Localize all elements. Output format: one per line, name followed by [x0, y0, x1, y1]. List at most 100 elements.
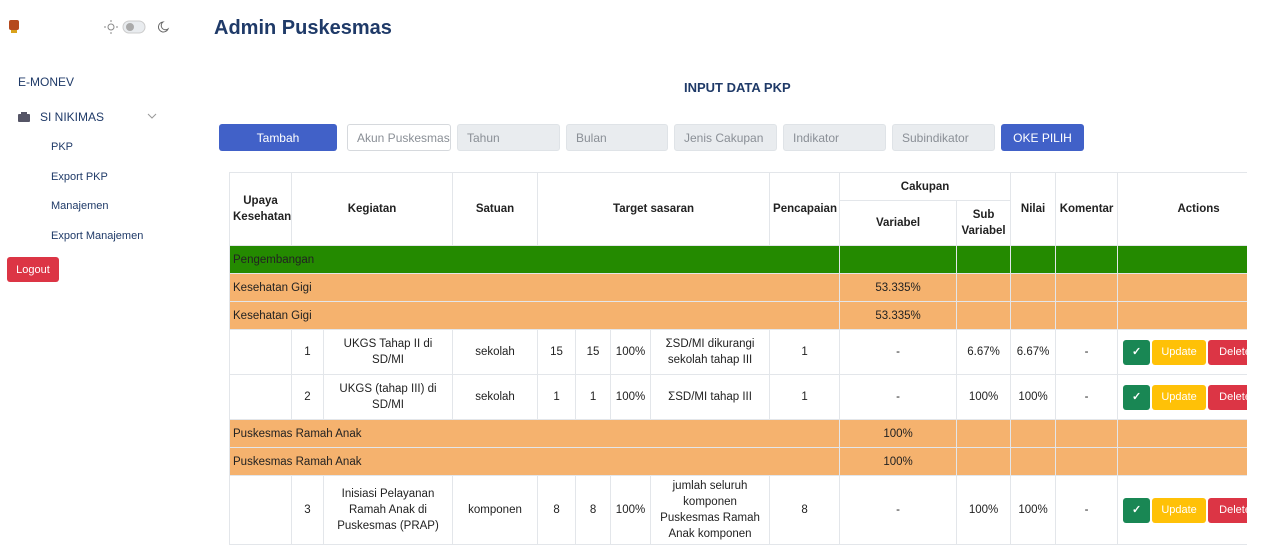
- header-cell: Target sasaran: [537, 172, 771, 246]
- cell-variabel: -: [839, 475, 958, 545]
- header-cell: Actions: [1117, 172, 1247, 246]
- cell-target-0: 15: [537, 329, 577, 375]
- group-value: 100%: [839, 419, 958, 448]
- empty-cell: [956, 245, 1012, 274]
- group-row: Puskesmas Ramah Anak 100%: [229, 447, 1247, 476]
- empty-cell: [1117, 273, 1247, 302]
- header-cell: Variabel: [839, 200, 958, 246]
- cell-kegiatan: UKGS (tahap III) di SD/MI: [322, 374, 454, 420]
- logout-button[interactable]: Logout: [7, 257, 59, 282]
- empty-cell: [956, 301, 1012, 330]
- update-button[interactable]: Update: [1152, 384, 1207, 410]
- empty-cell: [229, 475, 292, 545]
- filter-input[interactable]: Subindikator: [892, 124, 995, 151]
- header-cell: Komentar: [1055, 172, 1119, 246]
- cell-komentar: -: [1055, 329, 1119, 375]
- brand: E-MONEV: [18, 75, 75, 89]
- filter-input[interactable]: Indikator: [783, 124, 886, 151]
- filter-input[interactable]: Jenis Cakupan: [674, 124, 777, 151]
- cell-kegiatan: Inisiasi Pelayanan Ramah Anak di Puskesm…: [322, 475, 454, 545]
- group-row: Puskesmas Ramah Anak 100%: [229, 419, 1247, 448]
- menu-item[interactable]: PKP: [51, 141, 74, 153]
- empty-cell: [1010, 419, 1057, 448]
- cell-variabel: -: [839, 329, 958, 375]
- empty-cell: [1010, 273, 1057, 302]
- filter-input[interactable]: Akun Puskesmas: [347, 124, 451, 151]
- menu-item[interactable]: Export PKP: [51, 171, 108, 183]
- filter-input[interactable]: Bulan: [566, 124, 668, 151]
- header-cell: Satuan: [452, 172, 539, 246]
- menu-item[interactable]: Manajemen: [51, 200, 109, 212]
- menu-toggle[interactable]: SI NIKIMAS: [40, 110, 105, 124]
- empty-cell: [229, 374, 292, 420]
- actions-cell: ✓UpdateDelete: [1117, 374, 1247, 420]
- cell-nilai: 100%: [1010, 475, 1057, 545]
- empty-cell: [1010, 245, 1057, 274]
- group-value: 100%: [839, 447, 958, 476]
- empty-cell: [956, 273, 1012, 302]
- cell-target-1: 8: [575, 475, 612, 545]
- empty-cell: [1117, 419, 1247, 448]
- cell-variabel: -: [839, 374, 958, 420]
- confirm-button[interactable]: ✓: [1123, 497, 1151, 523]
- empty-cell: [1010, 301, 1057, 330]
- group-row: Pengembangan: [229, 245, 1247, 274]
- filter-input[interactable]: Tahun: [457, 124, 560, 151]
- cell-pencapaian: 1: [769, 329, 841, 375]
- chevron: [147, 113, 157, 119]
- submit-button[interactable]: OKE PILIH: [1001, 124, 1084, 151]
- header-cell: Sub Variabel: [956, 200, 1012, 246]
- item-row: 2 UKGS (tahap III) di SD/MI sekolah 1 1 100% Σ…: [229, 374, 1247, 420]
- item-row: 3 Inisiasi Pelayanan Ramah Anak di Puskes…: [229, 475, 1247, 545]
- cell-no: 2: [291, 374, 324, 420]
- empty-cell: [1055, 301, 1119, 330]
- cell-kegiatan: UKGS Tahap II di SD/MI: [322, 329, 454, 375]
- group-value: 53.335%: [839, 301, 958, 330]
- confirm-button[interactable]: ✓: [1123, 339, 1151, 365]
- logo: [9, 20, 19, 33]
- actions-cell: ✓UpdateDelete: [1117, 329, 1247, 375]
- empty-cell: [1117, 447, 1247, 476]
- cell-target-1: 1: [575, 374, 612, 420]
- cell-no: 3: [291, 475, 324, 545]
- cell-no: 1: [291, 329, 324, 375]
- menu-icon: [18, 112, 30, 122]
- header-cell: Cakupan: [839, 172, 1012, 201]
- cell-satuan: komponen: [452, 475, 539, 545]
- empty-cell: [956, 419, 1012, 448]
- empty-cell: [1055, 419, 1119, 448]
- cell-target-0: 1: [537, 374, 577, 420]
- cell-keterangan: ΣSD/MI dikurangi sekolah tahap III: [650, 329, 771, 375]
- group-row: Kesehatan Gigi 53.335%: [229, 273, 1247, 302]
- empty-cell: [956, 447, 1012, 476]
- delete-button[interactable]: Delete: [1208, 339, 1247, 365]
- group-label: Pengembangan: [229, 245, 841, 274]
- delete-button[interactable]: Delete: [1208, 497, 1247, 523]
- cell-target-0: 8: [537, 475, 577, 545]
- cell-target-1: 15: [575, 329, 612, 375]
- empty-cell: [1117, 245, 1247, 274]
- pkp-table: Upaya Kesehatan Kegiatan Satuan Target s…: [229, 172, 1247, 545]
- cell-keterangan: jumlah seluruh komponen Puskesmas Ramah …: [650, 475, 771, 545]
- group-row: Kesehatan Gigi 53.335%: [229, 301, 1247, 330]
- update-button[interactable]: Update: [1152, 497, 1207, 523]
- delete-button[interactable]: Delete: [1208, 384, 1247, 410]
- cell-pencapaian: 8: [769, 475, 841, 545]
- section-title: INPUT DATA PKP: [684, 80, 791, 95]
- cell-komentar: -: [1055, 475, 1119, 545]
- theme-toggle[interactable]: [104, 19, 170, 35]
- empty-cell: [1117, 301, 1247, 330]
- empty-cell: [1055, 273, 1119, 302]
- empty-cell: [229, 329, 292, 375]
- cell-nilai: 6.67%: [1010, 329, 1057, 375]
- confirm-button[interactable]: ✓: [1123, 384, 1151, 410]
- empty-cell: [1055, 245, 1119, 274]
- cell-sub-variabel: 100%: [956, 475, 1012, 545]
- group-label: Kesehatan Gigi: [229, 273, 841, 302]
- menu-item[interactable]: Export Manajemen: [51, 230, 144, 242]
- add-button[interactable]: Tambah: [219, 124, 337, 151]
- header-cell: Nilai: [1010, 172, 1057, 246]
- cell-target-2: 100%: [610, 329, 652, 375]
- update-button[interactable]: Update: [1152, 339, 1207, 365]
